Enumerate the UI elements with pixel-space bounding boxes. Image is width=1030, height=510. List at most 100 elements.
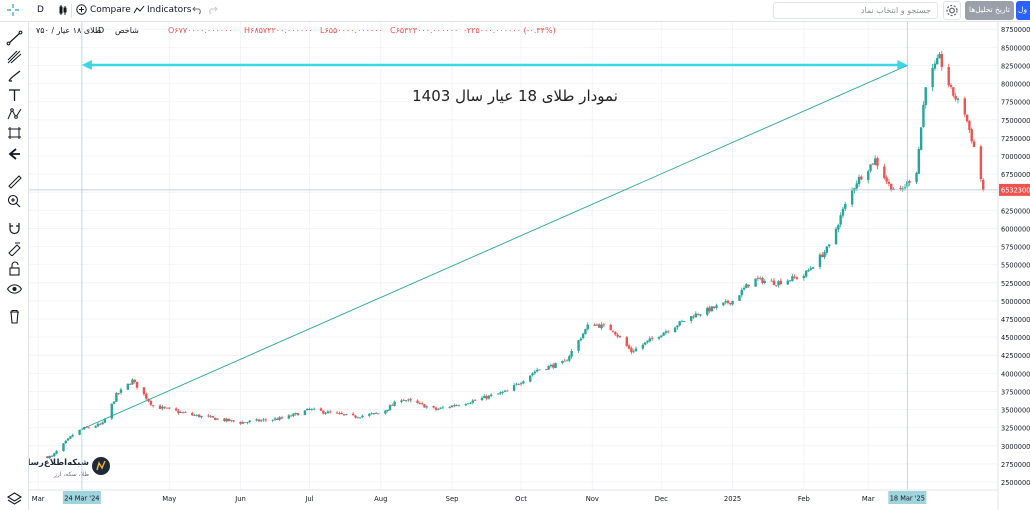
redo-icon[interactable] <box>207 4 218 20</box>
price-tick-label: 47500000 <box>1001 316 1030 324</box>
unlock-icon[interactable] <box>6 260 23 276</box>
login-button[interactable]: ول <box>1016 1 1030 20</box>
candle-body <box>549 364 553 367</box>
candle-body <box>722 302 725 306</box>
crosshair-date-end-bg <box>888 491 927 504</box>
candle-body <box>761 277 764 283</box>
candle-body <box>246 422 249 424</box>
analysis-history-button[interactable]: تاریخ تحلیل‌ها <box>965 1 1014 20</box>
candle-body <box>310 409 314 410</box>
pitchfork-icon[interactable] <box>6 49 23 65</box>
layers-icon[interactable] <box>6 491 23 507</box>
candle-body <box>223 418 226 422</box>
candle-body <box>117 393 120 394</box>
ruler-icon[interactable] <box>6 173 23 189</box>
undo-icon[interactable] <box>192 4 203 20</box>
candle-body <box>837 225 840 230</box>
candle-body <box>409 399 412 401</box>
watermark-logo-mark <box>96 460 106 471</box>
time-axis[interactable]: Mar May Jun Jul Aug Sep Oct Nov Dec 2025 Feb Mar 24 … <box>29 489 998 504</box>
candles-icon[interactable] <box>58 4 68 21</box>
symbol-search-input[interactable]: جستجو و انتخاب نماد <box>773 2 938 19</box>
candle-body <box>439 407 442 409</box>
candle-body <box>940 54 944 68</box>
top-toolbar: D Compare Indicators جستجو و انتخاب نماد… <box>0 0 1030 22</box>
trendline-icon[interactable] <box>6 30 23 46</box>
candle-body <box>715 305 718 308</box>
projection-icon[interactable] <box>6 125 23 141</box>
price-tick-label: 45000000 <box>1001 334 1030 342</box>
zoom-in-icon[interactable] <box>6 193 23 209</box>
candle-body <box>627 345 631 349</box>
candle-body <box>742 287 746 290</box>
trash-icon[interactable] <box>6 308 23 324</box>
price-tick-label: 27500000 <box>1001 461 1030 469</box>
magnet-icon[interactable] <box>6 220 23 236</box>
candle-body <box>257 419 261 422</box>
crosshair-date-start: 24 Mar '24 <box>64 495 99 503</box>
candle-body <box>335 412 339 414</box>
price-chart[interactable]: شبکه‌اطلاع‌رسانی طلا، سکه، ارز نمودار طل… <box>29 22 1030 510</box>
symbol-button[interactable]: D <box>37 5 44 15</box>
candle-body <box>871 163 875 165</box>
candle-body <box>239 421 242 424</box>
candle-body <box>522 381 525 384</box>
candle-body <box>195 414 199 416</box>
back-arrow-icon[interactable] <box>6 146 23 162</box>
candle-body <box>876 157 879 166</box>
indicators-icon[interactable] <box>133 4 145 20</box>
candle-body <box>466 403 470 405</box>
crosshair-date-end: 18 Mar '25 <box>890 495 925 503</box>
lock-drawing-icon[interactable] <box>6 240 23 256</box>
time-tick-label: Jul <box>304 495 313 503</box>
candle-body <box>644 342 647 345</box>
pattern-icon[interactable] <box>6 106 23 122</box>
candle-body <box>706 307 709 315</box>
candle-body <box>680 320 684 322</box>
candle-body <box>149 400 153 405</box>
indicators-button[interactable]: Indicators <box>147 5 192 15</box>
annotation-label[interactable]: نمودار طلای 18 عیار سال 1403 <box>412 87 618 105</box>
candle-body <box>262 419 265 421</box>
settings-button[interactable] <box>943 1 961 20</box>
candle-body <box>924 87 927 106</box>
candle-body <box>50 455 54 457</box>
candle-body <box>64 440 67 444</box>
candle-body <box>908 181 911 183</box>
candle-body <box>581 333 585 339</box>
candle-body <box>600 324 603 329</box>
candle-body <box>420 403 424 405</box>
candles <box>46 50 985 460</box>
candle-body <box>133 379 136 382</box>
candle-body <box>289 415 293 417</box>
candle-body <box>506 390 509 392</box>
eye-icon[interactable] <box>6 281 23 297</box>
compare-icon[interactable] <box>76 4 87 20</box>
candle-body <box>568 356 571 361</box>
candle-body <box>71 435 74 437</box>
candle-body <box>545 369 548 370</box>
legend-symbol[interactable]: طلای ۱۸ عیار / ۷۵۰ <box>36 26 102 35</box>
candle-body <box>892 188 895 190</box>
candle-body <box>145 393 148 399</box>
candle-body <box>158 405 162 409</box>
candle-body <box>791 276 794 281</box>
brush-icon[interactable] <box>6 68 23 84</box>
trend-line[interactable] <box>81 65 908 430</box>
candle-body <box>602 324 606 326</box>
crosshair-icon[interactable] <box>6 3 20 17</box>
candle-body <box>664 331 668 333</box>
candle-body <box>177 410 180 414</box>
candle-body <box>777 281 780 286</box>
text-icon[interactable] <box>6 87 23 103</box>
candle-body <box>857 176 861 185</box>
candle-body <box>368 413 371 416</box>
compare-button[interactable]: Compare <box>90 5 131 15</box>
candle-body <box>965 114 969 122</box>
price-tick-label: 87500000 <box>1001 26 1030 34</box>
candle-body <box>563 360 566 362</box>
price-tick-label: 60000000 <box>1001 225 1030 233</box>
candle-body <box>151 405 155 407</box>
chart-legend: طلای ۱۸ عیار / ۷۵۰ D شاخص O۶۷۷۰۰۰۰.۰۰۰۰۰… <box>32 26 592 42</box>
